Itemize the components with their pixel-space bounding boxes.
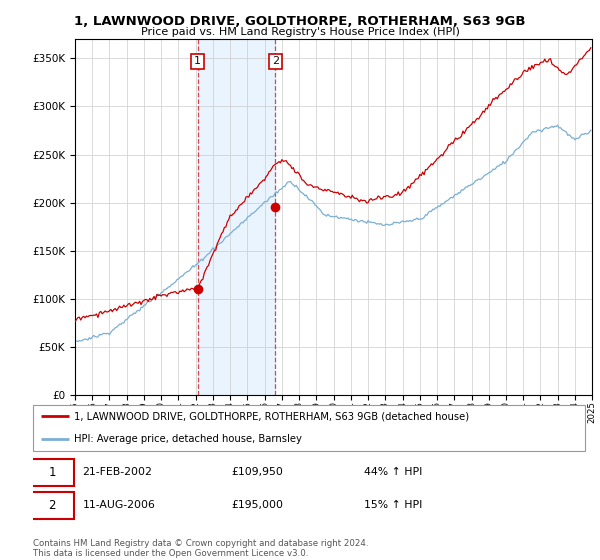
Text: £109,950: £109,950 [232, 468, 284, 477]
Text: HPI: Average price, detached house, Barnsley: HPI: Average price, detached house, Barn… [74, 435, 302, 444]
FancyBboxPatch shape [30, 459, 74, 486]
Text: 11-AUG-2006: 11-AUG-2006 [83, 501, 155, 510]
Text: 21-FEB-2002: 21-FEB-2002 [83, 468, 152, 477]
Text: 1: 1 [49, 466, 56, 479]
Text: 1, LAWNWOOD DRIVE, GOLDTHORPE, ROTHERHAM, S63 9GB: 1, LAWNWOOD DRIVE, GOLDTHORPE, ROTHERHAM… [74, 15, 526, 27]
Text: 44% ↑ HPI: 44% ↑ HPI [364, 468, 422, 477]
Text: 1: 1 [194, 57, 201, 67]
Bar [198, 39, 275, 395]
Text: Contains HM Land Registry data © Crown copyright and database right 2024.
This d: Contains HM Land Registry data © Crown c… [33, 539, 368, 558]
Text: 1, LAWNWOOD DRIVE, GOLDTHORPE, ROTHERHAM, S63 9GB (detached house): 1, LAWNWOOD DRIVE, GOLDTHORPE, ROTHERHAM… [74, 412, 470, 421]
Text: 15% ↑ HPI: 15% ↑ HPI [364, 501, 422, 510]
Text: 2: 2 [272, 57, 279, 67]
FancyBboxPatch shape [30, 492, 74, 519]
Text: Price paid vs. HM Land Registry's House Price Index (HPI): Price paid vs. HM Land Registry's House … [140, 27, 460, 37]
Text: 2: 2 [49, 499, 56, 512]
FancyBboxPatch shape [33, 405, 585, 451]
Text: £195,000: £195,000 [232, 501, 284, 510]
